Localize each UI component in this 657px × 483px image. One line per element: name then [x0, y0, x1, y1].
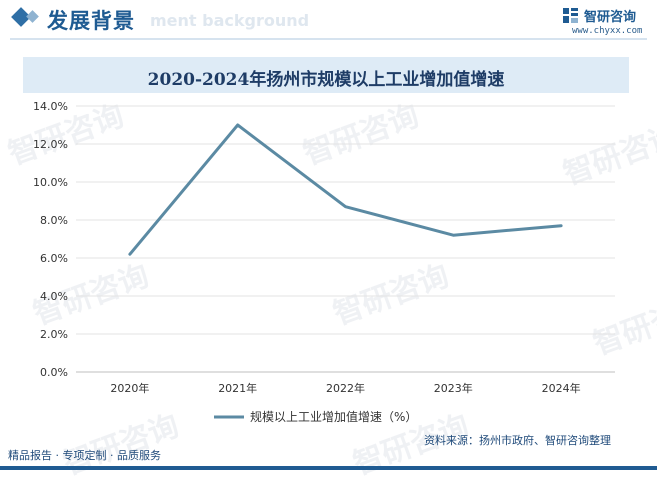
y-tick-label: 2.0% — [40, 328, 68, 341]
x-tick-label: 2022年 — [326, 381, 365, 395]
x-tick-label: 2020年 — [110, 381, 149, 395]
x-tick-label: 2023年 — [434, 381, 473, 395]
source-note: 资料来源：扬州市政府、智研咨询整理 — [424, 432, 611, 448]
y-tick-label: 6.0% — [40, 252, 68, 265]
y-tick-label: 10.0% — [33, 176, 68, 189]
legend-label: 规模以上工业增加值增速（%） — [250, 409, 417, 424]
x-tick-label: 2024年 — [542, 381, 581, 395]
y-tick-label: 4.0% — [40, 290, 68, 303]
y-tick-label: 8.0% — [40, 214, 68, 227]
y-tick-label: 12.0% — [33, 138, 68, 151]
footer-bar — [0, 466, 657, 470]
footer-tagline: 精品报告 · 专项定制 · 品质服务 — [8, 447, 161, 463]
y-tick-label: 0.0% — [40, 366, 68, 379]
x-tick-label: 2021年 — [218, 381, 257, 395]
line-chart: 0.0% 2.0% 4.0% 6.0% 8.0% 10.0% 12.0% 14.0% 2020年… — [0, 0, 657, 470]
y-tick-label: 14.0% — [33, 100, 68, 113]
